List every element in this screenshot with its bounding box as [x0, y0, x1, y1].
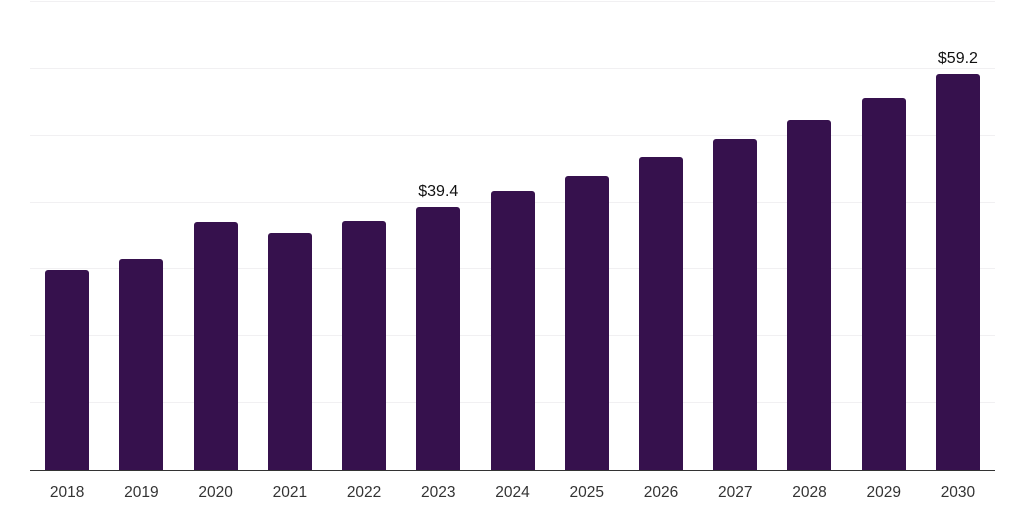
- bar-group: 2023 $39.4: [401, 2, 475, 500]
- bar-value-label: $39.4: [418, 182, 459, 200]
- bar-group: 2022: [327, 2, 401, 500]
- x-tick-label: 2026: [643, 484, 679, 501]
- bar-group: 2019: [104, 2, 178, 500]
- bar[interactable]: [267, 233, 312, 470]
- bar-group: 2030 $59.2: [921, 2, 995, 500]
- bar[interactable]: [416, 206, 461, 470]
- x-tick-label: 2021: [272, 484, 308, 501]
- bar[interactable]: [713, 139, 758, 470]
- x-tick-label: 2024: [495, 484, 530, 501]
- bar[interactable]: [342, 220, 387, 470]
- bar-group: 2020: [178, 2, 252, 500]
- x-tick-label: 2027: [717, 484, 753, 501]
- gridline: [30, 134, 995, 136]
- x-tick-label: 2025: [569, 484, 604, 501]
- bar-bands: 2018 2019 2020 2021 2022 2023 $39.4 2024 2025 202…: [30, 2, 995, 500]
- x-tick-label: 2023: [421, 484, 456, 501]
- bar[interactable]: [193, 221, 238, 470]
- bar[interactable]: [490, 191, 535, 470]
- bar[interactable]: [119, 258, 164, 470]
- bar-group: 2021: [253, 2, 327, 500]
- bar-group: 2029: [847, 2, 921, 500]
- x-tick-label: 2020: [198, 484, 233, 501]
- x-tick-label: 2022: [346, 484, 382, 501]
- bar[interactable]: [861, 97, 906, 470]
- bar[interactable]: [45, 270, 90, 470]
- bar[interactable]: [564, 175, 609, 470]
- bar[interactable]: [638, 157, 683, 470]
- x-tick-label: 2019: [124, 484, 159, 501]
- bar-value-label: $59.2: [937, 50, 978, 68]
- bar-group: 2018: [30, 2, 104, 500]
- x-tick-label: 2030: [940, 484, 976, 501]
- plot-area: 2018 2019 2020 2021 2022 2023 $39.4 2024 2025 202…: [30, 1, 995, 500]
- bar-group: 2024: [475, 2, 549, 500]
- bar-group: 2027: [698, 2, 772, 500]
- x-axis-line: [30, 469, 995, 471]
- x-tick-label: 2029: [866, 484, 901, 501]
- bar[interactable]: [787, 119, 832, 470]
- bar-group: 2025: [550, 2, 624, 500]
- bar-group: 2026: [624, 2, 698, 500]
- x-tick-label: 2018: [49, 484, 85, 501]
- bar[interactable]: [935, 74, 980, 470]
- gridline: [30, 1, 995, 2]
- gridline: [30, 67, 995, 69]
- x-tick-label: 2028: [792, 484, 827, 501]
- bar-group: 2028: [772, 2, 846, 500]
